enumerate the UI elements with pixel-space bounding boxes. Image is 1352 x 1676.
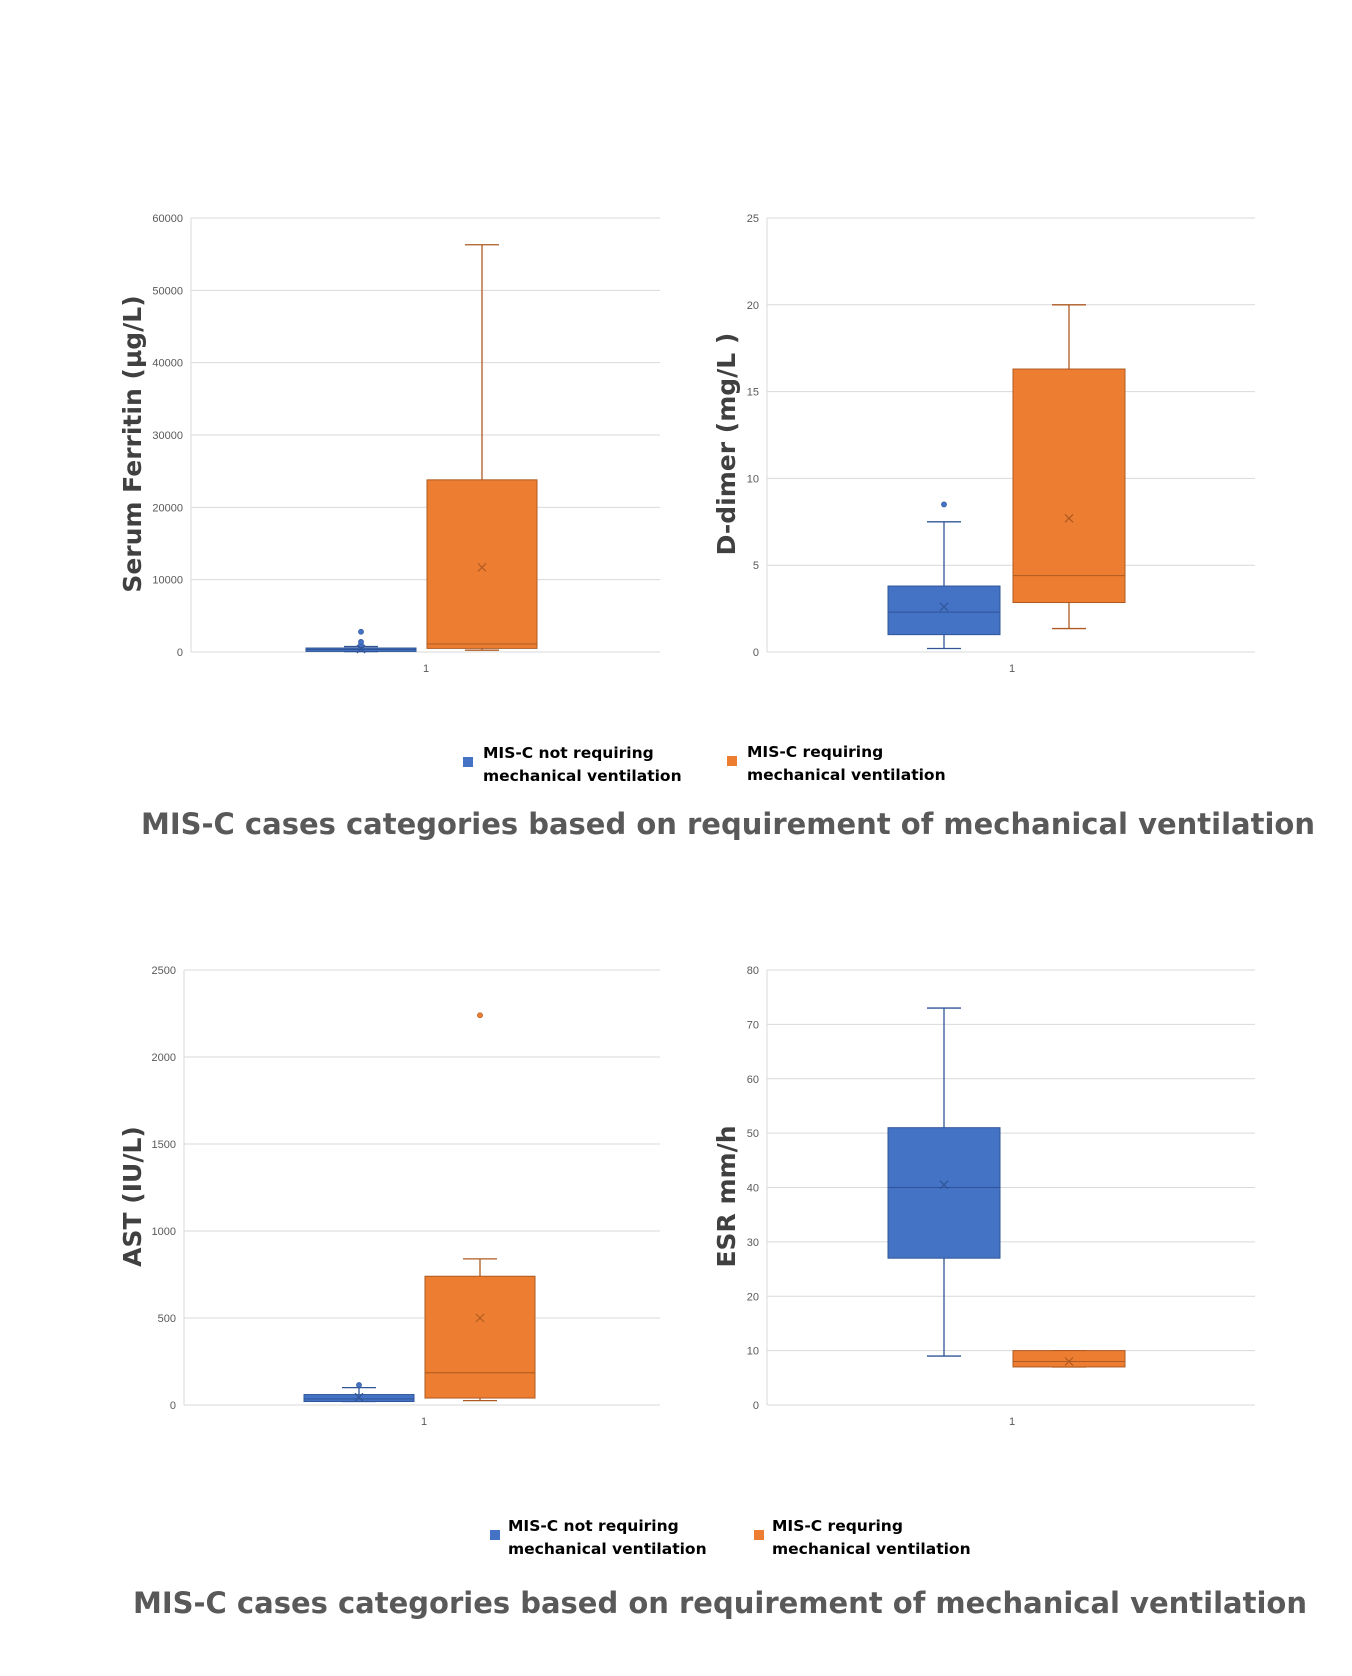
y-tick-label: 10000 <box>152 575 183 587</box>
legend-label-ventilated-line2: mechanical ventilation <box>747 766 946 784</box>
y-tick-label: 50 <box>747 1128 759 1140</box>
y-tick-label: 40 <box>747 1183 759 1195</box>
y-tick-label: 80 <box>747 965 759 977</box>
legend-swatch-ventilated <box>727 756 737 766</box>
legend-label-ventilated-line2: mechanical ventilation <box>772 1540 971 1558</box>
box-iqr <box>303 1394 415 1403</box>
y-tick-label: 0 <box>753 647 759 659</box>
box-plot-panel-2: 0 5 10 15 20 25 1 D-dimer (mg/L ) <box>712 213 1255 675</box>
outlier-point <box>356 1382 362 1388</box>
y-tick-label: 10 <box>747 1346 759 1358</box>
box-series-not-ventilated <box>887 1007 1001 1357</box>
box-iqr <box>887 585 1001 636</box>
x-category-label: 1 <box>423 663 429 675</box>
y-axis-title: AST (IU/L) <box>118 1126 147 1267</box>
legend-label-ventilated-line1: MIS-C requring <box>772 1517 903 1535</box>
y-tick-label: 20000 <box>152 502 183 514</box>
mean-marker <box>477 562 487 572</box>
y-tick-label: 2000 <box>152 1052 176 1064</box>
box-iqr <box>426 479 538 649</box>
box-iqr <box>424 1275 536 1399</box>
box-series-ventilated <box>1012 1349 1126 1368</box>
y-axis-title: D-dimer (mg/L ) <box>712 333 741 556</box>
y-tick-label: 0 <box>170 1400 176 1412</box>
y-tick-label: 10 <box>747 473 759 485</box>
mean-marker <box>939 602 949 612</box>
x-category-label: 1 <box>1009 663 1015 675</box>
outlier-point <box>477 1012 483 1019</box>
legend-swatch-ventilated <box>754 1530 764 1540</box>
mean-marker <box>1064 513 1074 523</box>
outlier-point <box>941 501 947 508</box>
legend-top: MIS-C not requiring mechanical ventilati… <box>463 743 946 785</box>
box-series-not-ventilated <box>305 628 417 654</box>
box-iqr <box>1012 1350 1126 1368</box>
caption-top: MIS-C cases categories based on requirem… <box>141 807 1315 841</box>
mean-marker <box>356 644 366 654</box>
y-tick-label: 0 <box>753 1400 759 1412</box>
y-tick-label: 40000 <box>152 358 183 370</box>
box-series-not-ventilated <box>303 1382 415 1403</box>
y-tick-label: 60 <box>747 1074 759 1086</box>
legend-swatch-not-ventilated <box>490 1530 500 1540</box>
mean-marker <box>939 1180 949 1190</box>
y-tick-label: 30000 <box>152 430 183 442</box>
box-series-ventilated <box>424 1012 536 1402</box>
y-tick-label: 30 <box>747 1237 759 1249</box>
legend-swatch-not-ventilated <box>463 757 473 767</box>
y-tick-label: 0 <box>177 647 183 659</box>
mean-marker <box>354 1392 364 1402</box>
y-axis-title: ESR mm/h <box>712 1125 741 1267</box>
caption-bottom: MIS-C cases categories based on requirem… <box>133 1586 1307 1620</box>
box-iqr <box>887 1127 1001 1259</box>
y-tick-label: 20 <box>747 300 759 312</box>
outlier-point <box>358 638 364 645</box>
legend-label-not-ventilated-line2: mechanical ventilation <box>483 767 682 785</box>
legend-label-not-ventilated-line2: mechanical ventilation <box>508 1540 707 1558</box>
box-plot-panel-3: 0 500 1000 1500 2000 2500 1 AST (IU/L) <box>118 965 660 1428</box>
box-iqr <box>1012 368 1126 604</box>
mean-marker <box>475 1313 485 1323</box>
box-series-ventilated <box>426 244 538 651</box>
y-tick-label: 15 <box>747 387 759 399</box>
legend-label-not-ventilated-line1: MIS-C not requiring <box>508 1517 679 1535</box>
mean-marker <box>1064 1357 1074 1366</box>
y-tick-label: 50000 <box>152 285 183 297</box>
legend-label-not-ventilated-line1: MIS-C not requiring <box>483 744 654 762</box>
y-tick-label: 2500 <box>152 965 176 977</box>
x-category-label: 1 <box>1009 1416 1015 1428</box>
y-tick-label: 70 <box>747 1019 759 1031</box>
y-tick-label: 1500 <box>152 1139 176 1151</box>
y-tick-label: 1000 <box>152 1226 176 1238</box>
x-category-label: 1 <box>421 1416 427 1428</box>
outlier-point <box>358 628 364 635</box>
y-tick-label: 60000 <box>152 213 183 225</box>
y-tick-label: 20 <box>747 1291 759 1303</box>
box-series-ventilated <box>1012 304 1126 630</box>
legend-label-ventilated-line1: MIS-C requiring <box>747 743 883 761</box>
y-axis-title: Serum Ferritin (µg/L) <box>118 295 147 592</box>
legend-bottom: MIS-C not requiring mechanical ventilati… <box>490 1517 971 1558</box>
box-plot-panel-1: 0 10000 20000 30000 40000 50000 60000 1 Serum Fe… <box>118 213 660 675</box>
y-tick-label: 5 <box>753 560 759 572</box>
box-plot-panel-4: 0 10 20 30 40 50 60 70 80 1 ESR mm/h <box>712 965 1255 1428</box>
y-tick-label: 25 <box>747 213 759 225</box>
box-series-not-ventilated <box>887 501 1001 650</box>
y-tick-label: 500 <box>158 1313 176 1325</box>
